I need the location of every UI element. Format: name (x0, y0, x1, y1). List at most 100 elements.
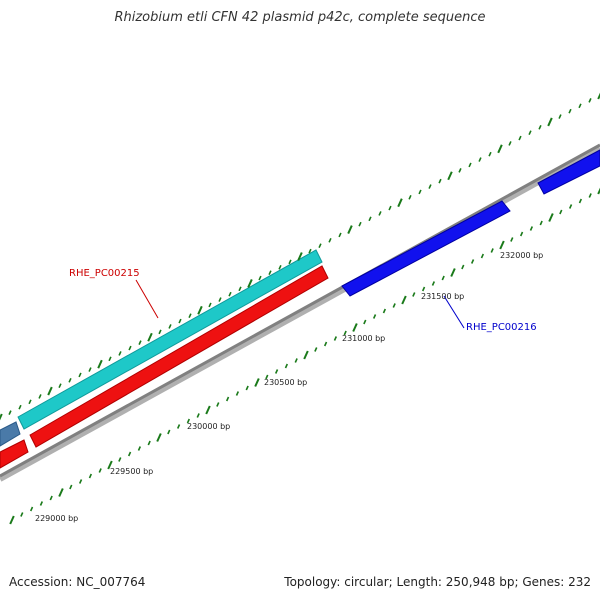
tick-minor (382, 308, 387, 314)
tick-major (303, 350, 309, 360)
tick-minor (568, 204, 573, 209)
tick-minor (438, 178, 442, 184)
tick-major (147, 332, 153, 342)
tick-minor (578, 198, 583, 204)
tick-minor (128, 345, 132, 351)
tick-minor (38, 394, 42, 399)
tick-minor (18, 404, 22, 410)
scale-label-230000: 230000 bp (187, 422, 230, 431)
scale-label-231500: 231500 bp (421, 292, 464, 301)
tick-minor (363, 319, 367, 325)
scale-label-229500: 229500 bp (110, 467, 153, 476)
tick-minor (268, 270, 272, 275)
tick-major (352, 323, 358, 332)
tick-minor (238, 286, 242, 292)
tick-major (197, 305, 203, 315)
tick-minor (39, 501, 44, 506)
tick-minor (178, 318, 182, 324)
tick-minor (188, 313, 192, 319)
tick-minor (480, 253, 485, 259)
tick-major (499, 240, 505, 250)
accession-text: Accession: NC_007764 (9, 575, 146, 589)
tick-major (548, 213, 554, 222)
tick-minor (528, 130, 532, 136)
tick-minor (265, 374, 269, 380)
tick-minor (318, 243, 322, 249)
tick-minor (28, 399, 32, 405)
gene-red-left[interactable] (0, 439, 29, 469)
tick-minor (578, 103, 582, 109)
tick-minor (8, 410, 12, 415)
tick-minor (78, 479, 83, 484)
tick-minor (127, 451, 132, 457)
backbone-line (0, 143, 600, 478)
tick-minor (539, 220, 543, 226)
tick-minor (378, 211, 382, 216)
tick-major (597, 187, 600, 195)
tick-major (0, 413, 3, 421)
tick-minor (68, 377, 72, 383)
tick-minor (458, 168, 462, 173)
tick-row-upper (0, 92, 600, 421)
tick-minor (559, 209, 563, 215)
tick-minor (29, 506, 34, 512)
tick-major (401, 295, 407, 305)
callout-line-blue (443, 295, 465, 329)
tick-minor (228, 291, 232, 297)
tick-minor (137, 446, 142, 451)
tick-major (597, 92, 600, 100)
tick-minor (368, 216, 372, 222)
tick-minor (408, 194, 412, 200)
gene-blue-216[interactable] (341, 200, 511, 297)
tick-major (450, 268, 456, 277)
tick-major (497, 144, 503, 154)
tick-minor (314, 347, 318, 352)
tick-major (547, 117, 553, 127)
tick-minor (225, 396, 230, 402)
tick-major (247, 279, 253, 288)
tick-minor (468, 162, 472, 168)
tick-minor (392, 303, 396, 308)
tick-minor (245, 385, 249, 391)
tick-minor (147, 440, 151, 446)
tick-minor (431, 281, 436, 286)
gene-label-blue: RHE_PC00216 (466, 322, 537, 333)
tick-minor (529, 226, 534, 231)
tick-minor (284, 363, 289, 369)
tick-minor (308, 248, 312, 254)
tick-minor (470, 259, 475, 264)
gene-red[interactable] (29, 265, 329, 448)
tick-minor (388, 205, 392, 211)
tick-minor (88, 367, 92, 372)
tick-minor (568, 108, 572, 114)
summary-text: Topology: circular; Length: 250,948 bp; … (284, 575, 591, 589)
tick-minor (235, 391, 240, 396)
tick-minor (274, 369, 279, 374)
tick-minor (288, 259, 292, 265)
tick-minor (508, 141, 512, 146)
callout-line-red (135, 279, 159, 319)
tick-minor (78, 372, 82, 378)
scale-label-232000: 232000 bp (500, 251, 543, 260)
gene-blue-right[interactable] (537, 149, 600, 195)
tick-major (254, 378, 260, 387)
tick-minor (358, 221, 362, 227)
tick-major (9, 515, 15, 525)
tick-minor (98, 468, 102, 473)
tick-minor (519, 231, 524, 237)
tick-minor (208, 302, 212, 308)
tick-minor (186, 418, 191, 424)
tick-minor (176, 424, 181, 429)
tick-minor (69, 484, 73, 490)
gene-cyan[interactable] (17, 249, 323, 430)
tick-minor (108, 356, 112, 362)
tick-minor (538, 124, 542, 130)
tick-minor (196, 413, 200, 418)
tick-minor (418, 189, 422, 195)
tick-minor (88, 473, 93, 479)
gene-steel-left[interactable] (0, 421, 21, 447)
tick-major (447, 171, 453, 181)
tick-minor (343, 330, 347, 336)
tick-minor (490, 248, 494, 253)
